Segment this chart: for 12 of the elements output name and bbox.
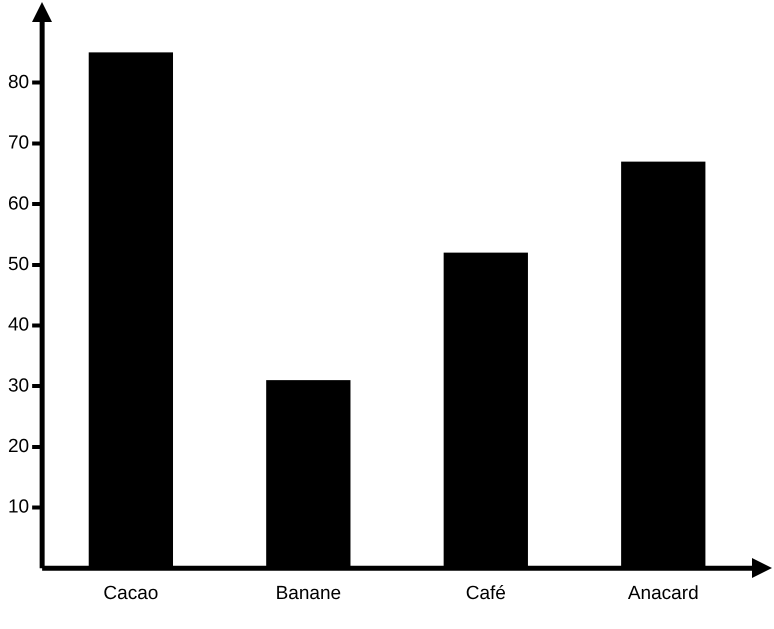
y-tick-label: 30 xyxy=(8,375,30,396)
y-tick-label: 70 xyxy=(8,132,30,154)
x-tick-label: Banane xyxy=(276,582,342,604)
y-tick-label: 50 xyxy=(8,254,30,275)
y-tick-label: 60 xyxy=(8,193,30,214)
x-tick-label: Anacard xyxy=(628,582,699,604)
y-tick-label: 80 xyxy=(8,72,30,93)
y-tick-label: 20 xyxy=(8,436,30,458)
x-tick-label: Café xyxy=(466,582,506,604)
x-tick-label: Cacao xyxy=(103,582,158,604)
y-tick-label: 40 xyxy=(8,314,30,336)
y-tick-label: 10 xyxy=(8,496,30,518)
